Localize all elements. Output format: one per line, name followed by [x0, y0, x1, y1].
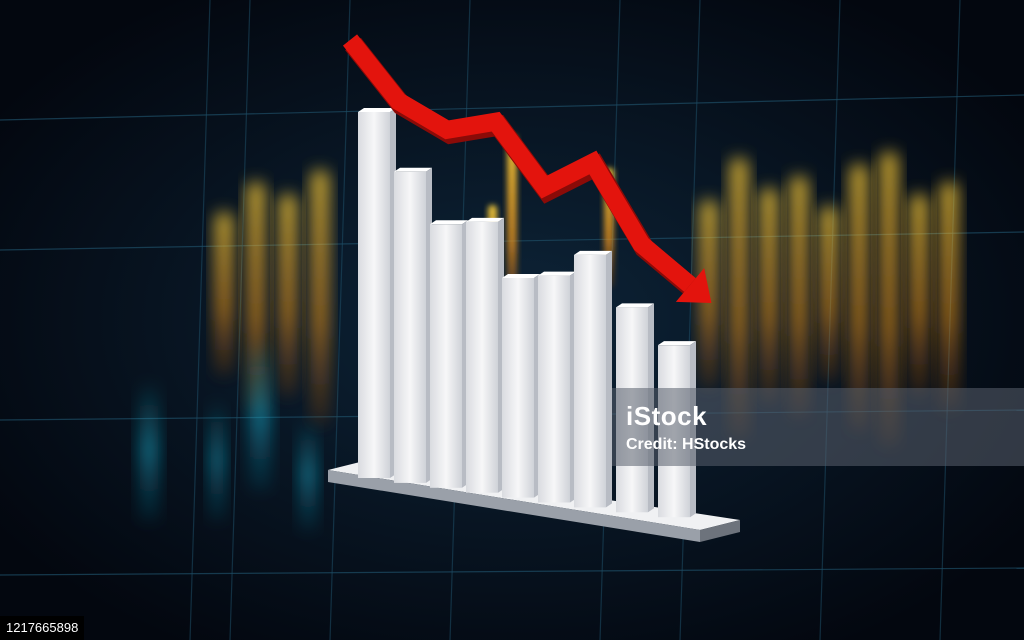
- chart-bar-top: [616, 303, 654, 308]
- chart-bar: [574, 254, 606, 508]
- credit-line: Credit: HStocks: [626, 436, 1024, 454]
- background-glow-bar: [820, 206, 838, 383]
- grid-line-h: [0, 567, 1024, 576]
- background-glow-bar: [279, 194, 297, 397]
- arrow-line: [342, 34, 696, 292]
- chart-bar-top: [466, 217, 504, 222]
- chart-bar-top: [658, 341, 696, 346]
- chart-bar-top: [538, 271, 576, 276]
- credit-name: HStocks: [682, 435, 747, 453]
- background-glow-bar: [880, 152, 898, 446]
- arrow-head: [675, 268, 712, 304]
- chart-bar: [502, 278, 534, 498]
- teal-reflection: [210, 400, 224, 520]
- grid-line-v: [229, 0, 251, 640]
- istock-logo: iStock: [626, 401, 1024, 432]
- chart-bar: [358, 112, 390, 478]
- grid-line-v: [189, 0, 211, 640]
- chart-bar: [430, 224, 462, 488]
- background-glow-bar: [850, 164, 868, 432]
- teal-reflection: [140, 380, 158, 520]
- chart-bar: [466, 221, 498, 493]
- background-glow-bar: [311, 170, 329, 425]
- chart-bar-top: [430, 220, 468, 225]
- istock-logo-text: iStock: [626, 400, 708, 431]
- grid-line-v: [329, 0, 351, 640]
- background-glow-bar: [730, 158, 748, 439]
- grid-line-h: [0, 94, 1024, 121]
- background-glow-bar: [760, 188, 778, 404]
- chart-bar-top: [394, 167, 432, 172]
- chart-bar-top: [574, 250, 612, 255]
- chart-bar-top: [502, 274, 540, 278]
- teal-reflections: [140, 340, 316, 530]
- chart-bar: [394, 171, 426, 483]
- teal-reflection: [250, 340, 270, 490]
- background-glow-bar: [215, 212, 233, 376]
- downtrend-arrow: [342, 34, 712, 304]
- watermark-banner: iStock Credit: HStocks: [612, 388, 1024, 466]
- background-glow-bar: [790, 176, 808, 418]
- chart-bar: [538, 275, 570, 503]
- background-glow-bar: [910, 194, 928, 397]
- base-side: [700, 520, 740, 542]
- glow-accent-bar: [507, 135, 517, 315]
- credit-label: Credit:: [626, 435, 678, 453]
- background-glow-bar: [940, 182, 958, 411]
- teal-reflection: [300, 420, 316, 530]
- image-id: 1217665898: [0, 616, 85, 640]
- chart-bar-top: [358, 108, 396, 112]
- chart-bar-side: [606, 250, 612, 508]
- base-front: [328, 470, 700, 542]
